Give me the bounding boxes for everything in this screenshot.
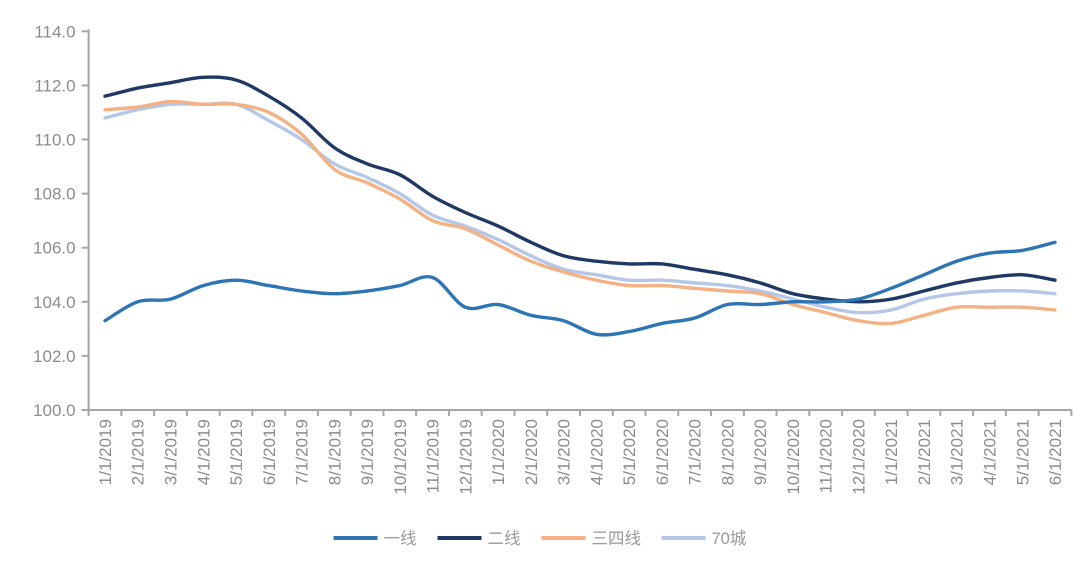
- y-tick-label: 106.0: [33, 239, 76, 258]
- x-tick-label: 2/1/2019: [129, 419, 148, 485]
- series-line-三四线: [103, 99, 1057, 326]
- x-axis-ticks: [87, 410, 1073, 416]
- legend-item-二线: 二线: [437, 529, 521, 548]
- x-tick-label: 8/1/2020: [718, 419, 737, 485]
- series-line-一线: [103, 240, 1057, 337]
- y-tick-label: 104.0: [33, 293, 76, 312]
- x-tick-label: 6/1/2020: [653, 419, 672, 485]
- x-tick-label: 1/1/2020: [489, 419, 508, 485]
- legend-label: 70城: [712, 529, 747, 548]
- x-tick-label: 4/1/2021: [981, 419, 1000, 485]
- x-tick-label: 10/1/2020: [784, 419, 803, 495]
- x-tick-label: 2/1/2020: [522, 419, 541, 485]
- x-tick-label: 1/1/2019: [96, 419, 115, 485]
- x-tick-label: 3/1/2021: [948, 419, 967, 485]
- legend-label: 二线: [488, 529, 521, 548]
- x-tick-label: 9/1/2020: [751, 419, 770, 485]
- x-tick-label: 6/1/2019: [260, 419, 279, 485]
- legend-item-一线: 一线: [333, 529, 417, 548]
- legend-item-70城: 70城: [661, 529, 747, 548]
- x-tick-label: 9/1/2019: [358, 419, 377, 485]
- x-tick-label: 11/1/2019: [424, 419, 443, 493]
- legend-item-三四线: 三四线: [541, 529, 642, 548]
- x-tick-label: 4/1/2019: [194, 419, 213, 485]
- y-axis-ticks: 100.0 102.0 104.0 106.0 108.0 110.0 112.0 114.0: [33, 22, 89, 420]
- x-tick-label: 7/1/2020: [686, 419, 705, 485]
- y-tick-label: 110.0: [34, 131, 75, 150]
- x-tick-label: 12/1/2019: [456, 419, 475, 495]
- series-line-70城: [103, 101, 1057, 315]
- legend-label: 一线: [384, 529, 417, 548]
- x-tick-label: 1/1/2021: [882, 419, 901, 485]
- x-tick-label: 6/1/2021: [1046, 419, 1065, 485]
- x-tick-label: 10/1/2019: [391, 419, 410, 495]
- x-axis-labels: 1/1/2019 2/1/2019 3/1/2019 4/1/2019 5/1/2019…: [96, 419, 1065, 495]
- series-line-二线: [103, 75, 1057, 304]
- axes: [87, 29, 1072, 411]
- legend-label: 三四线: [592, 529, 642, 548]
- x-tick-label: 4/1/2020: [587, 419, 606, 485]
- y-tick-label: 114.0: [34, 22, 75, 41]
- y-tick-label: 112.0: [34, 76, 75, 95]
- x-tick-label: 12/1/2020: [849, 419, 868, 495]
- x-tick-label: 7/1/2019: [293, 419, 312, 485]
- x-tick-label: 5/1/2020: [620, 419, 639, 485]
- x-tick-label: 5/1/2019: [227, 419, 246, 485]
- x-tick-label: 11/1/2020: [817, 419, 836, 493]
- y-tick-label: 108.0: [33, 185, 76, 204]
- x-tick-label: 5/1/2021: [1013, 419, 1032, 485]
- legend: 一线 二线 三四线 70城: [333, 529, 747, 548]
- x-tick-label: 3/1/2020: [555, 419, 574, 485]
- y-tick-label: 100.0: [33, 401, 76, 420]
- x-tick-label: 3/1/2019: [162, 419, 181, 485]
- y-tick-label: 102.0: [33, 347, 76, 366]
- x-tick-label: 2/1/2021: [915, 419, 934, 485]
- x-tick-label: 8/1/2019: [325, 419, 344, 485]
